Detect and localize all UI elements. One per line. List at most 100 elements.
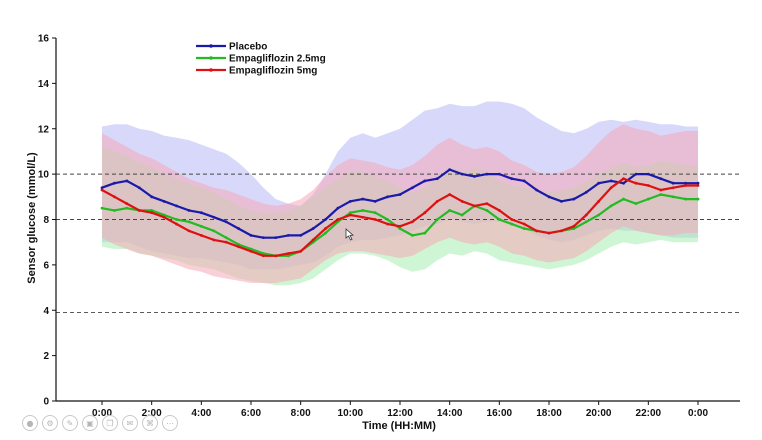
data-point: [286, 254, 290, 258]
data-point: [100, 206, 104, 210]
record-icon[interactable]: ●: [22, 415, 38, 431]
data-point: [398, 224, 402, 228]
data-point: [336, 218, 340, 221]
data-point: [597, 199, 601, 203]
data-point: [497, 209, 501, 212]
data-point: [584, 220, 588, 224]
data-point: [411, 233, 414, 237]
data-point: [671, 186, 675, 190]
data-point: [386, 222, 389, 226]
data-point: [584, 190, 588, 194]
data-point: [398, 193, 402, 196]
y-tick-label: 6: [43, 260, 49, 271]
data-point: [497, 218, 501, 221]
data-point: [274, 254, 278, 258]
x-tick-label: 16:00: [487, 408, 513, 419]
data-point: [175, 218, 178, 221]
data-point: [634, 172, 638, 176]
data-point: [572, 197, 576, 201]
data-point: [510, 177, 514, 181]
data-point: [572, 227, 576, 230]
pencil-icon[interactable]: ✎: [62, 415, 78, 431]
data-point: [547, 195, 551, 199]
y-tick-label: 16: [38, 34, 50, 45]
data-point: [299, 233, 303, 237]
x-tick-label: 12:00: [387, 408, 413, 419]
data-point: [696, 184, 700, 187]
data-point: [212, 238, 216, 242]
data-point: [348, 211, 352, 215]
x-tick-label: 10:00: [338, 408, 364, 419]
data-point: [125, 202, 129, 206]
data-point: [398, 227, 402, 230]
data-point: [249, 247, 253, 251]
data-point: [199, 224, 203, 228]
data-point: [411, 186, 414, 190]
chat-icon[interactable]: ✉: [122, 415, 138, 431]
x-tick-label: 22:00: [636, 408, 662, 419]
screenshot-icon[interactable]: ▣: [82, 415, 98, 431]
data-point: [485, 172, 489, 176]
data-point: [696, 181, 700, 185]
data-point: [224, 236, 228, 240]
data-point: [423, 211, 427, 215]
data-point: [435, 218, 439, 221]
data-point: [386, 218, 389, 221]
x-axis-label: Time (HH:MM): [362, 420, 436, 432]
data-point: [175, 222, 178, 226]
data-point: [373, 199, 377, 203]
data-point: [125, 206, 129, 210]
data-point: [535, 188, 538, 192]
data-point: [646, 197, 650, 201]
data-point: [311, 227, 315, 230]
data-point: [659, 177, 663, 181]
data-point: [448, 168, 452, 171]
legend-label-2: Empagliflozin 5mg: [229, 66, 317, 77]
legend-label-0: Placebo: [229, 42, 267, 53]
x-tick-label: 20:00: [586, 408, 612, 419]
data-point: [150, 195, 154, 199]
data-point: [659, 193, 663, 196]
data-point: [361, 215, 365, 219]
data-point: [324, 231, 327, 235]
data-point: [435, 177, 439, 181]
data-point: [597, 213, 601, 217]
x-tick-label: 8:00: [291, 408, 311, 419]
series-lines: [100, 168, 700, 258]
data-point: [150, 211, 154, 215]
mouse-cursor-icon: [345, 228, 354, 241]
x-tick-label: 18:00: [536, 408, 562, 419]
data-point: [671, 181, 675, 185]
data-point: [497, 172, 501, 176]
data-point: [373, 211, 377, 215]
data-point: [622, 181, 625, 185]
data-point: [286, 252, 290, 255]
data-point: [684, 181, 687, 185]
data-point: [684, 197, 687, 201]
more-icon[interactable]: ⋯: [162, 415, 178, 431]
data-point: [286, 233, 290, 237]
data-point: [348, 199, 352, 203]
data-point: [199, 233, 203, 237]
data-point: [696, 197, 700, 201]
copy-icon[interactable]: ❐: [102, 415, 118, 431]
data-point: [560, 199, 563, 203]
band-series-2: [102, 124, 698, 283]
data-point: [113, 209, 116, 212]
data-point: [671, 195, 675, 199]
data-point: [150, 209, 154, 212]
data-point: [187, 209, 191, 212]
data-point: [212, 229, 216, 233]
video-player-controls: ● ⚙ ✎ ▣ ❐ ✉ ⌘ ⋯: [22, 414, 178, 432]
data-point: [622, 177, 625, 181]
data-point: [199, 211, 203, 215]
y-tick-label: 10: [38, 170, 50, 181]
link-icon[interactable]: ⌘: [142, 415, 158, 431]
data-point: [634, 181, 638, 185]
y-tick-label: 12: [38, 124, 50, 135]
data-point: [361, 209, 365, 212]
settings-icon[interactable]: ⚙: [42, 415, 58, 431]
x-tick-label: 0:00: [92, 408, 112, 419]
axes: 0 2 4 6 8 10 12 14 16 0:00 2:00 4:00 6:00 8:00 10:00 12…: [38, 34, 740, 419]
